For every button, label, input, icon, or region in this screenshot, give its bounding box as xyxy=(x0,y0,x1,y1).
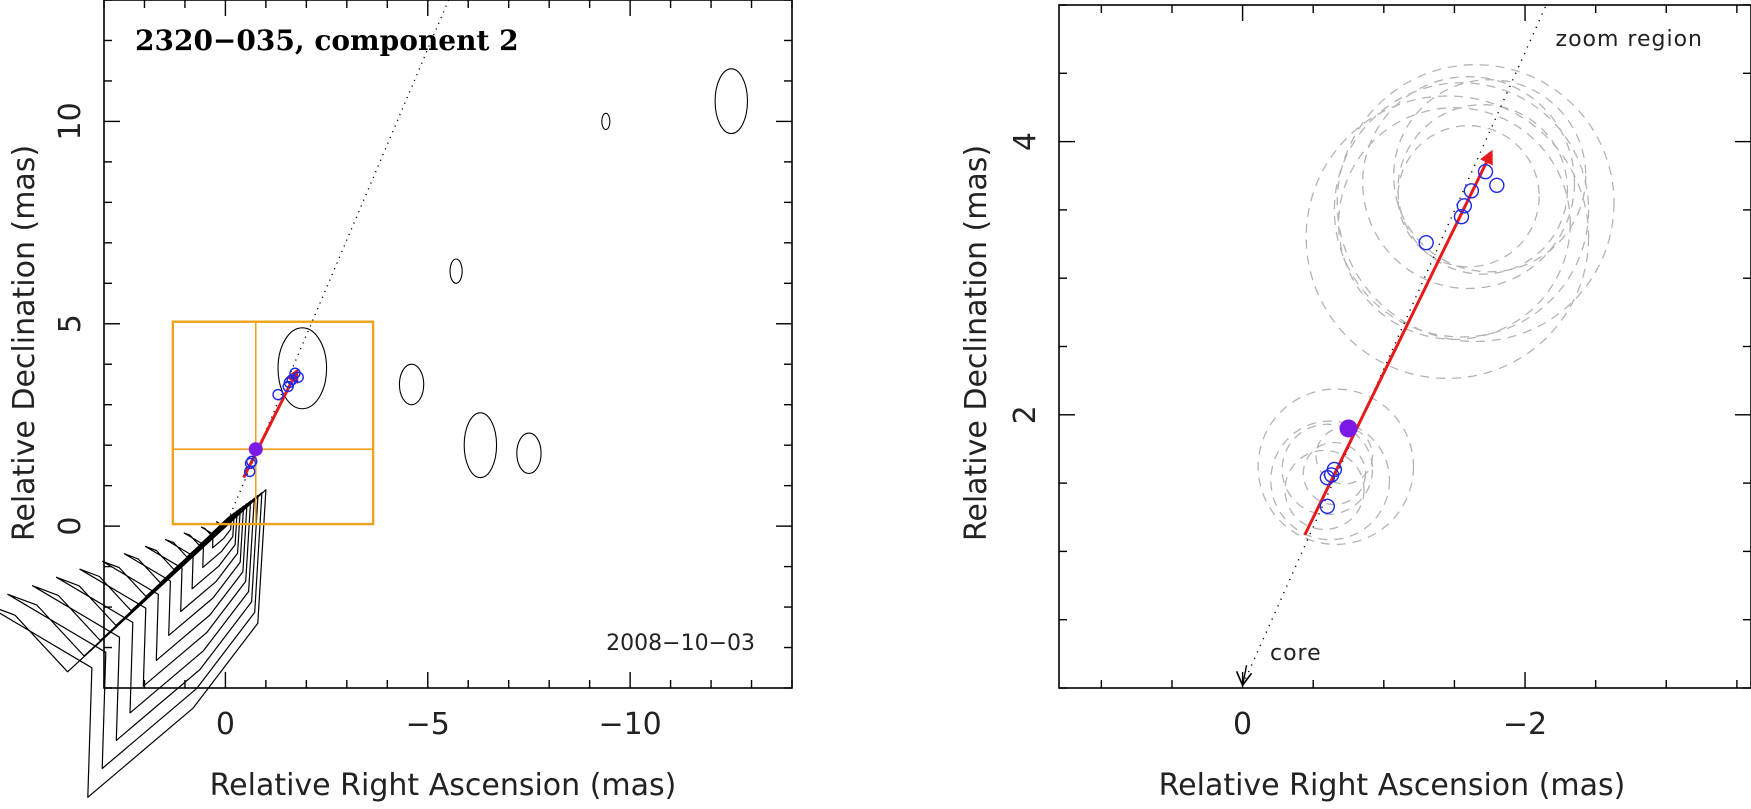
x-tick-label: 0 xyxy=(1233,707,1252,742)
position-marker xyxy=(1326,461,1343,478)
position-marker xyxy=(1418,234,1434,251)
contour-level xyxy=(102,503,248,661)
position-marker xyxy=(1456,198,1473,214)
tick-labels: 0 −5 −10 0 5 10 xyxy=(53,102,662,742)
contour-level xyxy=(183,512,235,568)
position-marker xyxy=(1319,498,1336,515)
error-circles xyxy=(1257,64,1615,546)
core-arrow xyxy=(1235,665,1253,687)
y-tick-label: 5 xyxy=(53,314,88,333)
x-axis-label: Relative Right Ascension (mas) xyxy=(210,768,677,803)
contour-panel: 0 −5 −10 0 5 10 2320−035, component 2 2008−10… xyxy=(0,0,793,803)
contour-level xyxy=(0,489,267,798)
contour-island xyxy=(277,327,328,410)
contour-level xyxy=(79,500,252,687)
y-tick-label: 2 xyxy=(1008,405,1043,424)
chart-title: 2320−035, component 2 xyxy=(135,24,519,57)
error-circle xyxy=(1393,79,1587,273)
position-marker xyxy=(1463,183,1480,199)
tick-labels: 0 −2 2 4 xyxy=(1008,132,1547,742)
axis-ticks xyxy=(103,0,793,689)
error-circle xyxy=(1257,388,1415,546)
y-axis-label: Relative Declination (mas) xyxy=(959,145,994,541)
x-axis-label: Relative Right Ascension (mas) xyxy=(1159,768,1626,803)
reference-position-marker xyxy=(248,442,263,457)
motion-arrow xyxy=(242,368,299,479)
position-marker xyxy=(292,371,304,383)
x-tick-label: −10 xyxy=(598,707,661,742)
error-circle xyxy=(1397,104,1569,275)
x-tick-label: −2 xyxy=(1503,707,1547,742)
error-circle xyxy=(1361,76,1576,290)
error-circle xyxy=(1281,423,1374,516)
plot-frame xyxy=(103,0,793,689)
zoom-panel: 0 −2 2 4 zoom region core Relative Right As… xyxy=(959,4,1751,803)
contour-island xyxy=(463,412,498,479)
position-markers xyxy=(1319,163,1505,515)
arrow-shaft xyxy=(1303,161,1488,536)
contour-island xyxy=(714,68,749,135)
core-label: core xyxy=(1270,641,1322,666)
x-tick-label: −5 xyxy=(406,707,450,742)
error-circle xyxy=(1397,124,1540,268)
contour-level xyxy=(215,516,230,532)
y-axis-label: Relative Declination (mas) xyxy=(7,145,42,541)
motion-arrow xyxy=(1303,149,1493,536)
contour-level xyxy=(31,494,259,741)
position-marker xyxy=(286,373,298,386)
position-marker xyxy=(1453,209,1470,225)
y-tick-label: 10 xyxy=(53,102,88,140)
contour-level xyxy=(7,492,263,770)
error-circle xyxy=(1336,64,1615,343)
contour-island xyxy=(601,112,611,131)
y-tick-label: 0 xyxy=(53,517,88,536)
plot-frame xyxy=(1058,4,1751,689)
x-tick-label: 0 xyxy=(216,707,235,742)
contour-island xyxy=(398,363,425,406)
zoom-boxes xyxy=(171,320,375,526)
contour-level xyxy=(55,497,255,714)
error-circle xyxy=(1337,107,1571,341)
axis-ticks xyxy=(1059,4,1751,689)
observation-date: 2008−10−03 xyxy=(606,631,755,656)
y-tick-label: 4 xyxy=(1008,132,1043,151)
position-markers xyxy=(243,367,304,478)
position-marker xyxy=(283,376,296,389)
contour-level xyxy=(164,510,238,590)
arrow-head xyxy=(1480,149,1493,166)
position-marker xyxy=(1477,163,1494,180)
contour-island xyxy=(516,432,542,475)
arrow-head xyxy=(285,368,299,384)
reference-position-marker xyxy=(1339,419,1358,438)
contour-level xyxy=(200,514,233,549)
error-circle xyxy=(1284,449,1365,531)
error-circle xyxy=(1305,95,1590,380)
arrow-shaft xyxy=(242,380,294,479)
contour-map xyxy=(0,68,749,798)
position-marker xyxy=(1489,177,1505,194)
error-circle xyxy=(1270,420,1391,541)
zoom-region-label: zoom region xyxy=(1556,27,1703,52)
zoom-box xyxy=(171,320,375,526)
position-marker xyxy=(272,388,284,401)
position-marker xyxy=(244,457,257,470)
error-circle xyxy=(1333,82,1590,338)
position-marker xyxy=(246,455,258,468)
contour-island xyxy=(449,258,463,284)
